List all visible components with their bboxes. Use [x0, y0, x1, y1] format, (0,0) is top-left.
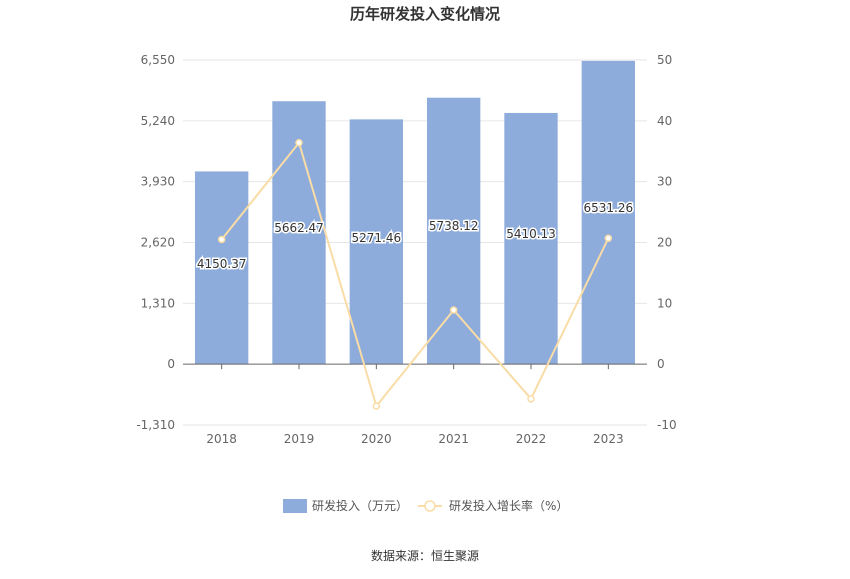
bar-value-label: 5271.46	[352, 231, 402, 245]
bar	[349, 119, 404, 365]
bar	[194, 171, 249, 365]
y-right-tick-label: 30	[657, 175, 672, 189]
legend-swatch-line-marker	[424, 500, 436, 512]
line-series	[217, 138, 613, 410]
x-tick-label: 2023	[593, 432, 624, 446]
y-right-tick-label: 20	[657, 236, 672, 250]
y-left-tick-label: 2,620	[141, 236, 175, 250]
y-right-tick-label: 10	[657, 296, 672, 310]
growth-point	[217, 235, 226, 244]
y-right-tick-label: 0	[657, 357, 665, 371]
growth-line	[220, 140, 610, 409]
x-tick-label: 2020	[361, 432, 392, 446]
y-right-tick-label: 50	[657, 53, 672, 67]
grid-lines	[183, 59, 647, 426]
legend-swatch-bar	[283, 499, 307, 513]
bar-value-label: 6531.26	[584, 201, 634, 215]
bar	[581, 60, 636, 365]
x-tick-label: 2018	[206, 432, 237, 446]
bar-value-label: 4150.37	[197, 257, 247, 271]
legend: 研发投入（万元） 研发投入增长率（%）	[283, 498, 568, 513]
y-right-tick-label: 40	[657, 114, 672, 128]
bar-value-label: 5662.47	[274, 221, 324, 235]
data-labels: 4150.37 5662.47 5271.46 5738.12 5410.13 6531.…	[195, 200, 634, 273]
y-left-tick-label: 1,310	[141, 296, 175, 310]
x-tick-label: 2021	[438, 432, 469, 446]
y-right-tick-label: -10	[657, 418, 677, 432]
bar-value-label: 5738.12	[429, 219, 479, 233]
x-tick-label: 2022	[516, 432, 547, 446]
bar	[504, 112, 558, 365]
y-left-tick-label: 5,240	[141, 114, 175, 128]
y-left-tick-label: 0	[167, 357, 175, 371]
y-left-tick-label: 3,930	[141, 175, 175, 189]
growth-point	[295, 138, 303, 147]
y-left-tick-label: -1,310	[136, 418, 175, 432]
axes: -1,310 0 1,310 2,620 3,930 5,240 6,550 -10 0 10 20…	[136, 53, 676, 446]
legend-label-line: 研发投入增长率（%）	[449, 498, 568, 513]
growth-point	[372, 402, 381, 410]
chart-title: 历年研发投入变化情况	[350, 5, 500, 23]
bar-value-label: 5410.13	[506, 227, 556, 241]
y-left-tick-label: 6,550	[141, 53, 175, 67]
source-note: 数据来源：恒生聚源	[371, 548, 479, 563]
x-tick-label: 2019	[284, 432, 315, 446]
growth-point	[449, 306, 458, 314]
legend-label-bar: 研发投入（万元）	[312, 498, 408, 513]
growth-point	[604, 234, 613, 242]
bar	[426, 97, 481, 365]
growth-point	[527, 395, 535, 403]
